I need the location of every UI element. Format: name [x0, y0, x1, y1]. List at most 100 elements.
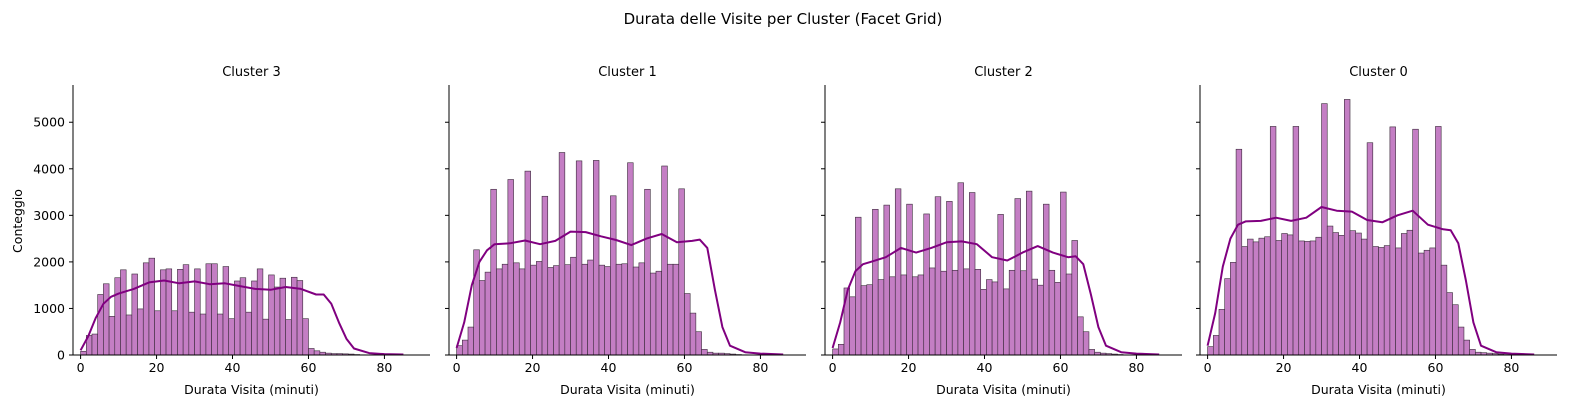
histogram-bar [228, 318, 235, 356]
histogram-bar [1020, 270, 1027, 356]
histogram-bar [877, 279, 885, 356]
histogram-bar [518, 268, 526, 356]
histogram-bar [103, 283, 110, 356]
histogram-bar [649, 272, 657, 356]
x-tick-label: 40 [977, 360, 993, 375]
y-tick-label: 4000 [33, 161, 65, 176]
histogram-bar [256, 268, 264, 356]
histogram-bar [1207, 346, 1214, 356]
histogram-bar [980, 289, 987, 356]
histogram-bar [222, 266, 230, 356]
histogram-bar [108, 316, 116, 356]
histogram-bar [131, 273, 138, 356]
histogram-bar [1077, 316, 1084, 356]
histogram-bar [855, 216, 862, 356]
histogram-bar [154, 310, 161, 356]
histogram-bar [672, 263, 680, 356]
histogram-bar [575, 160, 583, 356]
y-tick-label: 5000 [33, 115, 65, 130]
x-tick-label: 80 [1503, 360, 1519, 375]
histogram-bar [889, 276, 896, 356]
x-axis-label: Durata Visita (minuti) [1311, 382, 1446, 397]
histogram-bar [513, 262, 520, 356]
x-tick-label: 60 [677, 360, 693, 375]
y-tick-label: 2000 [33, 254, 65, 269]
histogram-bar [957, 182, 964, 356]
histogram-bar [308, 348, 315, 356]
histogram-bar [137, 308, 144, 356]
histogram-bar [302, 318, 309, 356]
histogram-bar [1281, 233, 1288, 356]
histogram-bar [1400, 233, 1408, 356]
histogram-bar [530, 264, 537, 356]
histogram-bar [866, 284, 873, 356]
histogram-bar [923, 213, 930, 356]
histogram-bar [1025, 190, 1033, 356]
histogram-bar [1338, 235, 1345, 356]
x-tick-label: 20 [149, 360, 165, 375]
histogram-bar [1252, 241, 1260, 356]
histogram-bar [667, 263, 674, 356]
panel-title: Cluster 0 [1349, 65, 1408, 80]
histogram-bar [1275, 240, 1282, 356]
histogram-bar [684, 293, 691, 356]
y-tick-label: 0 [57, 348, 65, 363]
histogram-bar [182, 264, 190, 356]
histogram-bar [1003, 288, 1010, 356]
histogram-bar [638, 262, 645, 356]
facet-panel: Cluster 3 0 20 40 60 80 0 1000 2000 3000 4000 5000 D… [33, 65, 430, 397]
histogram-bar [199, 313, 207, 356]
histogram-bar [581, 263, 588, 356]
histogram-bar [148, 257, 155, 356]
histogram-bar [997, 214, 1004, 356]
histogram-bar [91, 333, 98, 356]
histogram-bar [1435, 126, 1442, 356]
histogram-bar [461, 339, 469, 356]
kde-line [455, 230, 784, 356]
histogram-bar [900, 274, 907, 356]
x-axis-label: Durata Visita (minuti) [184, 382, 319, 397]
histogram-bar [558, 152, 566, 356]
histogram-bar [991, 281, 999, 356]
histogram-bar [1230, 262, 1237, 356]
histogram-bar [171, 310, 178, 356]
histogram-bar [1008, 269, 1016, 356]
histogram-bar [1065, 273, 1073, 356]
histogram-bar [894, 188, 902, 356]
histogram-bar [986, 279, 993, 356]
x-tick-label: 20 [525, 360, 541, 375]
x-tick-label: 40 [1352, 360, 1368, 375]
histogram-bar [969, 192, 976, 356]
histogram-bar [114, 277, 121, 356]
histogram-bar [501, 263, 509, 356]
histogram-bar [1321, 103, 1328, 356]
histogram-bar [211, 263, 218, 356]
histogram-bar [125, 314, 133, 356]
x-tick-label: 20 [1276, 360, 1292, 375]
histogram-bar [279, 277, 286, 356]
histogram-bar [245, 311, 252, 356]
histogram-bar [615, 263, 623, 356]
histogram-bar [524, 170, 531, 356]
x-tick-label: 80 [376, 360, 392, 375]
histogram-bar [604, 266, 611, 356]
x-axis-label: Durata Visita (minuti) [560, 382, 695, 397]
facet-panel: Cluster 2 0 20 40 60 80 Durata Visita (minuti) [821, 65, 1182, 397]
y-tick-label: 3000 [33, 208, 65, 223]
histogram-bar [1463, 339, 1470, 356]
histogram-bar [142, 262, 150, 356]
histogram-bar [1031, 278, 1038, 356]
x-tick-label: 20 [901, 360, 917, 375]
histogram-bar [655, 270, 662, 356]
histogram-bar [610, 195, 617, 356]
histogram-bar [1355, 232, 1362, 356]
x-axis-label: Durata Visita (minuti) [936, 382, 1071, 397]
panel-title: Cluster 2 [974, 65, 1033, 80]
histogram-bar [1344, 99, 1351, 356]
histogram-bar [564, 264, 571, 356]
histogram-bar [1054, 282, 1061, 356]
facet-panels: Cluster 30 20 40 60 80010002000300040005000D… [33, 65, 1557, 397]
histogram-bar [467, 326, 474, 356]
histogram-bar [701, 349, 708, 356]
histogram-bar [849, 296, 856, 356]
